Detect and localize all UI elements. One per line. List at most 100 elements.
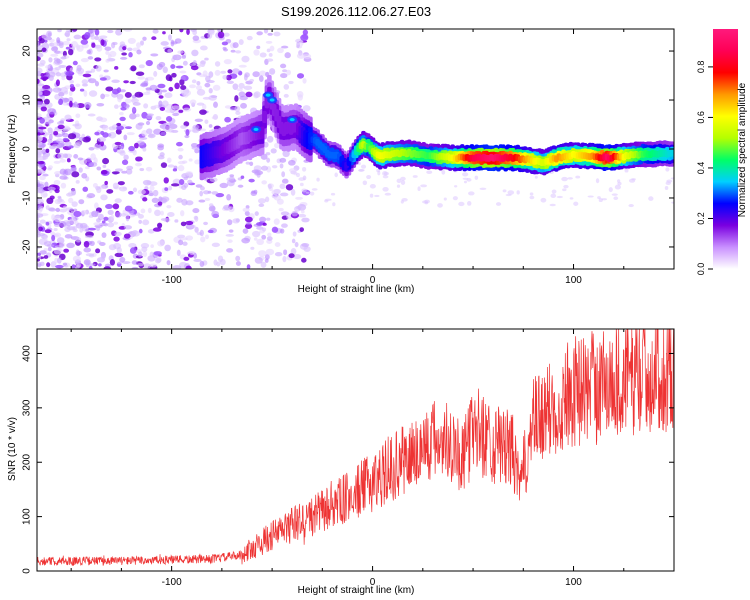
noise-blob: [95, 248, 101, 254]
noise-blob: [301, 217, 310, 223]
noise-blob: [228, 229, 234, 233]
noise-blob: [71, 41, 79, 48]
noise-blob: [52, 42, 60, 47]
noise-blob: [103, 69, 109, 73]
noise-blob: [196, 88, 206, 96]
noise-blob: [330, 192, 336, 196]
noise-blob: [116, 122, 122, 127]
noise-blob: [40, 106, 47, 112]
noise-blob: [235, 111, 241, 115]
noise-blob: [73, 210, 82, 218]
noise-blob: [103, 216, 109, 221]
noise-blob: [55, 79, 60, 87]
noise-blob: [85, 228, 89, 232]
noise-blob: [670, 177, 674, 180]
noise-blob: [175, 65, 184, 69]
noise-blob: [283, 93, 289, 98]
noise-blob: [292, 253, 302, 260]
noise-blob: [141, 130, 148, 137]
noise-blob: [279, 163, 284, 169]
noise-blob: [153, 128, 162, 135]
noise-blob: [82, 83, 88, 87]
noise-blob: [551, 189, 557, 194]
noise-blob: [158, 100, 163, 107]
noise-blob: [243, 85, 253, 91]
noise-blob: [38, 135, 44, 141]
noise-blob: [202, 103, 207, 110]
noise-blob: [628, 204, 634, 208]
noise-blob: [452, 196, 458, 201]
noise-blob: [563, 184, 569, 189]
noise-blob: [420, 184, 428, 188]
noise-blob: [119, 116, 126, 122]
noise-blob: [232, 218, 240, 224]
noise-blob: [148, 263, 158, 268]
colorbar-label: Normalized spectral amplitude: [737, 82, 748, 217]
noise-blob: [58, 220, 67, 228]
noise-blob: [316, 177, 320, 182]
noise-blob: [189, 251, 195, 256]
noise-blob: [105, 58, 110, 63]
noise-blob: [279, 63, 287, 69]
noise-blob: [98, 35, 108, 39]
noise-blob: [136, 140, 145, 146]
noise-blob: [202, 190, 210, 195]
noise-blob: [624, 168, 629, 173]
noise-blob: [245, 221, 252, 225]
noise-blob: [256, 226, 264, 230]
noise-blob: [44, 229, 52, 234]
noise-blob: [280, 73, 288, 79]
noise-blob: [262, 222, 267, 226]
noise-blob: [143, 263, 151, 269]
noise-blob: [156, 257, 162, 263]
noise-blob: [100, 169, 108, 175]
noise-blob: [204, 82, 211, 88]
noise-blob: [166, 204, 172, 209]
noise-blob: [183, 176, 188, 181]
noise-blob: [132, 106, 136, 112]
noise-blob: [60, 56, 67, 60]
snr-panel: -100 0 100 0 100 200 300 400 Height of straigh…: [7, 328, 675, 596]
noise-blob: [82, 73, 92, 78]
noise-blob: [59, 50, 64, 55]
noise-blob: [260, 153, 268, 160]
noise-blob: [113, 221, 119, 225]
noise-blob: [145, 166, 153, 172]
y-tick-label: 10: [22, 94, 33, 106]
noise-blob: [152, 29, 159, 34]
noise-blob: [78, 136, 84, 142]
noise-blob: [400, 180, 406, 186]
noise-blob: [549, 203, 556, 207]
noise-blob: [176, 249, 181, 257]
noise-blob: [221, 41, 229, 46]
noise-blob: [366, 175, 372, 180]
noise-blob: [91, 210, 99, 218]
noise-blob: [179, 70, 187, 74]
noise-blob: [58, 64, 67, 69]
noise-blob: [56, 37, 61, 44]
noise-blob: [288, 80, 294, 85]
noise-blob: [259, 70, 267, 77]
noise-blob: [534, 175, 538, 179]
noise-blob: [87, 78, 97, 84]
noise-blob: [263, 141, 269, 148]
noise-blob: [191, 79, 197, 84]
noise-blob: [47, 207, 55, 211]
noise-blob: [301, 167, 307, 172]
noise-blob: [208, 94, 217, 101]
noise-blob: [164, 244, 171, 252]
noise-blob: [135, 156, 143, 162]
noise-blob: [266, 48, 271, 53]
noise-blob: [200, 60, 207, 65]
noise-blob: [48, 71, 56, 78]
noise-blob: [303, 246, 311, 252]
noise-blob: [166, 122, 172, 126]
noise-blob: [138, 228, 143, 234]
noise-blob: [437, 203, 443, 208]
noise-blob: [85, 166, 90, 170]
noise-blob: [39, 250, 47, 255]
noise-blob: [271, 226, 279, 233]
figure-title: S199.2026.112.06.27.E03: [281, 4, 431, 19]
noise-blob: [168, 185, 173, 191]
noise-blob: [569, 197, 574, 200]
